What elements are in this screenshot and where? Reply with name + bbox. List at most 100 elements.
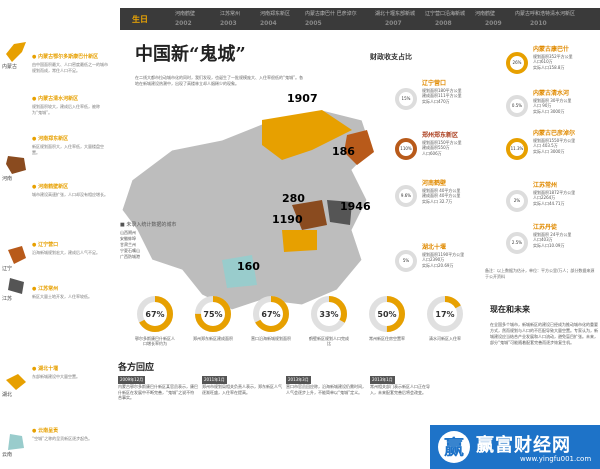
sidebar-section: ● 河南鹤壁新区 城市建设高速扩张，人口却没有相应增长。 — [32, 184, 108, 198]
legend-head: ■ 未录入统计数据的城市 — [120, 222, 177, 228]
donut-label: 75% — [203, 310, 222, 319]
legend-item: 安徽蚌埠 — [120, 235, 136, 241]
region-liaoning — [344, 130, 374, 165]
donut-row: 67% 75% 67% 33% 50% 17% 鄂尔多斯康巴什新区人口增长率约为 郑州郑东… — [135, 294, 470, 364]
section-head: ● 江苏常州 — [32, 286, 59, 292]
donut-caption: 郑州郑东新区建成面积 — [193, 336, 233, 341]
legend-item: 宁夏石嘴山 — [120, 247, 140, 253]
donut-label: 17% — [435, 310, 454, 319]
map-number: 186 — [332, 145, 355, 158]
review-col: 2013年1月 常州相关部门表示新区人口正在导入，未来配套完善后将会改变。 — [370, 376, 430, 395]
review-title: 各方回应 — [118, 363, 155, 373]
section-head: ● 湖北十堰 — [32, 366, 59, 372]
region-data: 内蒙古康巴什 规划面积352平方公里 人口610万 实际人口158.8万 — [533, 46, 573, 70]
donut-label: 67% — [261, 310, 280, 319]
donut-slice — [427, 296, 463, 332]
section-head: ● 内蒙古鄂尔多斯康巴什新区 — [32, 54, 99, 60]
timeline-event: 湖北十堰东部新城 — [375, 11, 416, 17]
region-data: 内蒙古巴彦淖尔 规划面积1550平方公里 人口 403.5万 实际人口 3000万 — [533, 130, 576, 154]
timeline-year: 2002 — [175, 20, 192, 27]
section-text: 新区大量土地开发，人住率较低。 — [32, 293, 92, 299]
watermark-text: 赢富财经网 — [476, 435, 571, 456]
section-text: 城市建设高速扩张，人口却没有相应增长。 — [32, 191, 108, 197]
section-text: 规划面积较大，建成后入住率低，被称为“鬼城”。 — [32, 103, 100, 115]
region-jiangsu — [327, 200, 352, 225]
donut-slice — [253, 296, 289, 332]
review-col: 2011年1月 郑州市规划局相关负责人表示，郑东新区人气逐渐旺盛，入住率在提高。 — [202, 376, 282, 395]
sidebar-section: ● 内蒙古鄂尔多斯康巴什新区 由中国面积最大、人口密度最低之一的城市规划而成，常… — [32, 54, 108, 74]
section-text: 东部新城建设中大量空置。 — [32, 373, 80, 379]
map-number: 1907 — [287, 92, 318, 105]
province-shape-icon — [6, 374, 26, 390]
region-data: 湖北十堰 规划面积1190平方公里 人口2390万 实际人口20.69万 — [422, 244, 465, 268]
donut-label: 67% — [145, 310, 164, 319]
section-head: ● 内蒙古清水河新区 — [32, 96, 79, 102]
china-map: 1907 186 280 1946 1190 160 — [121, 92, 374, 311]
province-label: 湖北 — [2, 392, 13, 398]
map-number: 1946 — [340, 200, 371, 213]
sidebar-section: ● 江苏常州 新区大量土地开发，人住率较低。 — [32, 286, 108, 300]
section-text: “空城”之称的呈贡新区逐步起色。 — [32, 435, 93, 441]
legend-item: 山西朔州 — [120, 229, 136, 235]
donut-slice — [195, 296, 231, 332]
timeline-event: 内蒙古呼和浩特清水河新区 — [515, 11, 576, 17]
donut-caption: 营口沿海新城规划面积 — [251, 336, 291, 341]
region-hubei — [282, 230, 317, 252]
province-shape-icon — [6, 42, 26, 62]
province-label: 内蒙古 — [2, 64, 18, 70]
province-shape-icon — [8, 434, 24, 450]
section-head: ● 河南鹤壁新区 — [32, 184, 69, 190]
timeline-year: 2009 — [485, 20, 502, 27]
finance-note: 备注：以上数据为估计，单位：平方公里/万人；部分数据来源于公开资料 — [485, 268, 595, 279]
region-data: 内蒙古清水河 规划面积 30平方公里 人口 90万 实际人口 3000万 — [533, 90, 572, 114]
timeline-year: 2007 — [385, 20, 402, 27]
donut-caption: 鄂尔多斯康巴什新区人口增长率约为 — [135, 336, 175, 347]
watermark-url: www.yingfu001.com — [520, 455, 592, 463]
watermark-logo: 赢 — [438, 431, 470, 463]
timeline-event: 辽宁营口沿海新城 — [425, 11, 466, 17]
timeline-label: 生日 — [132, 15, 148, 24]
map-number: 160 — [237, 260, 260, 273]
legend-item: 甘肃兰州 — [120, 241, 136, 247]
section-head: ● 云南呈贡 — [32, 428, 59, 434]
timeline-event: 河南郑东新区 — [260, 11, 291, 17]
intro-text: 在二线大都市拉动城市化的同时，我们发现，也诞生了一批规模庞大、入住率很低的“鬼城… — [135, 75, 304, 87]
donut-caption: 清水河新区入住率 — [429, 336, 461, 341]
page-title: 中国新“鬼城” — [135, 44, 246, 65]
donut-caption: 常州新区住房空置率 — [369, 336, 405, 341]
sidebar-section: ● 辽宁营口 沿海新城规划宏大，建成后人气不足。 — [32, 242, 108, 256]
region-data: 辽宁营口 规划面积180平方公里 建成面积111平方公里 实际人口470万 — [422, 80, 462, 104]
timeline-bar: 生日 河南鹤壁 江苏常州 河南郑东新区 内蒙古康巴什 巴彦淖尔 湖北十堰东部新城… — [120, 8, 600, 30]
finance-title: 财政收支占比 — [370, 53, 412, 61]
timeline-event: 河南鹤壁 — [175, 11, 196, 17]
donut-label: 33% — [319, 310, 338, 319]
sidebar: 内蒙古 河南 辽宁 江苏 湖北 云南 ● 内蒙古鄂尔多斯康巴什新区 由中国面积最… — [0, 36, 108, 469]
region-data: 河南鹤壁 规划面积 40平方公里 建成面积 40平方公里 实际人口 32.7万 — [422, 180, 461, 204]
province-label: 江苏 — [2, 296, 13, 302]
sidebar-section: ● 云南呈贡 “空城”之称的呈贡新区逐步起色。 — [32, 428, 108, 442]
province-label: 河南 — [2, 176, 13, 182]
sidebar-section: ● 内蒙古清水河新区 规划面积较大，建成后入住率低，被称为“鬼城”。 — [32, 96, 108, 116]
province-label: 辽宁 — [2, 266, 13, 272]
map-number: 280 — [282, 192, 305, 205]
province-label: 云南 — [2, 452, 13, 458]
timeline-year: 2008 — [435, 20, 452, 27]
section-text: 新区规划面积大，入住率低，大量楼盘空置。 — [32, 143, 104, 155]
section-head: ● 河南郑东新区 — [32, 136, 69, 142]
timeline-year: 2004 — [260, 20, 277, 27]
region-yunnan — [222, 255, 257, 288]
region-data: 郑州郑东新区 规划面积150平方公里 建成面积550万 人口606万 — [422, 132, 462, 156]
timeline-event: 内蒙古康巴什 巴彦淖尔 — [305, 11, 357, 17]
donut-slice — [137, 296, 173, 332]
future-text: 在全国多个城市，新城新区的建设已经成为推动城市化的重要方式，然而规划与人口的不匹… — [490, 322, 598, 345]
watermark: 赢 赢富财经网 www.yingfu001.com — [430, 425, 600, 469]
sidebar-section: ● 湖北十堰 东部新城建设中大量空置。 — [32, 366, 108, 380]
review-col: 2013年3月 营口市官员回应称，沿海新城建设仍需时间，人气会逐步上升，不能简单以… — [286, 376, 366, 395]
donut-slice — [369, 296, 405, 332]
map-legend: ■ 未录入统计数据的城市 山西朔州 安徽蚌埠 甘肃兰州 宁夏石嘴山 广西防城港 — [120, 222, 176, 260]
section-head: ● 辽宁营口 — [32, 242, 59, 248]
timeline-event: 河南鹤壁 — [475, 11, 496, 17]
province-shape-icon — [8, 246, 26, 264]
region-inner-mongolia — [262, 110, 352, 160]
section-text: 由中国面积最大、人口密度最低之一的城市规划而成，常住人口不足。 — [32, 61, 108, 73]
